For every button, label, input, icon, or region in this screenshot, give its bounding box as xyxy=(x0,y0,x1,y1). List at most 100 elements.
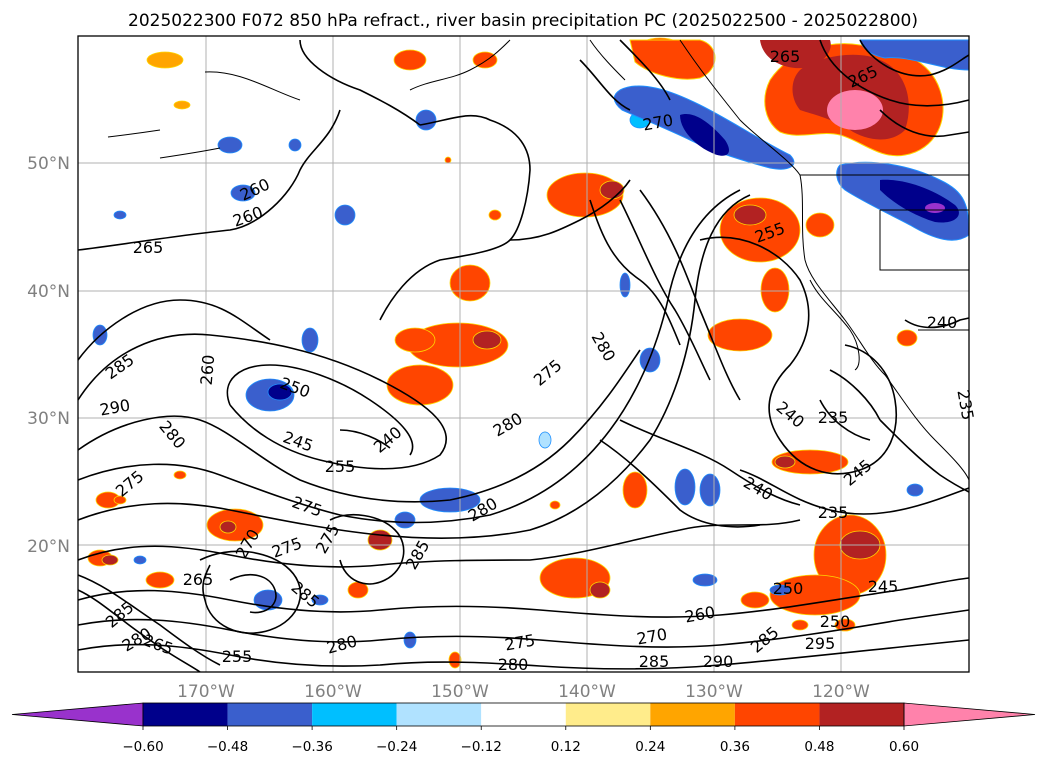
colorbar-swatch xyxy=(396,703,482,726)
refractivity-contour-line xyxy=(619,199,711,381)
precip-anomaly-patch xyxy=(173,100,191,110)
lon-label: 160°W xyxy=(304,682,362,702)
coastlines xyxy=(107,39,970,481)
refractivity-contour-line xyxy=(509,179,631,241)
colorbar-extend-high xyxy=(903,702,1036,727)
coastline xyxy=(679,39,969,176)
contour-label: 255 xyxy=(325,457,356,476)
precip-anomaly-patch xyxy=(740,591,770,609)
refractivity-contour-line xyxy=(639,189,741,401)
refractivity-contour-line xyxy=(77,109,341,251)
refractivity-contour-line xyxy=(329,514,405,585)
coastline xyxy=(809,279,860,371)
precip-anomaly-patch xyxy=(101,554,119,566)
precip-anomaly-patch xyxy=(599,180,625,200)
refractivity-contour-line xyxy=(819,39,970,107)
precip-anomaly-patch xyxy=(805,212,835,238)
coastline xyxy=(409,39,511,91)
refractivity-contour-line xyxy=(199,550,302,634)
lon-label: 130°W xyxy=(685,682,743,702)
refractivity-contour-line xyxy=(77,577,970,618)
precip-anomaly-patch xyxy=(549,500,561,510)
lat-label: 30°N xyxy=(27,409,70,429)
precip-anomaly-patch xyxy=(925,203,945,213)
colorbar-tick-label: −0.36 xyxy=(291,739,332,755)
precip-anomaly-patch xyxy=(393,49,427,71)
lat-label: 50°N xyxy=(27,154,70,174)
refractivity-contour-line xyxy=(699,236,897,475)
contour-label: 295 xyxy=(805,634,836,653)
colorbar-tick-label: 0.24 xyxy=(635,739,665,755)
refractivity-contour-line xyxy=(339,429,391,449)
precip-anomaly-patch xyxy=(173,470,187,480)
colorbar-tick-label: −0.48 xyxy=(207,739,248,755)
precip-anomaly-patch xyxy=(769,584,791,596)
precip-anomaly-patch xyxy=(217,136,243,154)
refractivity-contours xyxy=(77,39,970,673)
colorbar-swatch xyxy=(227,703,313,726)
contour-label: 245 xyxy=(868,577,899,596)
precip-anomaly-patch xyxy=(771,449,849,475)
precip-anomaly-patch xyxy=(472,330,502,350)
colorbar-tick-label: 0.36 xyxy=(720,739,750,755)
precip-anomaly-patch xyxy=(288,138,302,152)
lon-label: 120°W xyxy=(812,682,870,702)
precip-anomaly-patch xyxy=(367,529,393,551)
coastline xyxy=(107,129,161,138)
precip-anomaly-patch xyxy=(472,51,498,69)
longitude-labels: 170°W 160°W 150°W 140°W 130°W 120°W xyxy=(177,682,870,702)
colorbar-swatch xyxy=(481,703,566,726)
refractivity-contour-line xyxy=(599,439,761,528)
colorbar-tick-label: 0.60 xyxy=(889,739,919,755)
precip-anomaly-patch xyxy=(146,51,184,69)
lat-label: 40°N xyxy=(27,282,70,302)
precip-anomaly-patch xyxy=(629,39,716,80)
contour-label: 250 xyxy=(820,612,851,631)
colorbar-swatch xyxy=(819,703,904,726)
graticule xyxy=(78,36,969,672)
contour-label: 250 xyxy=(773,579,804,598)
precip-anomaly-patch xyxy=(906,483,924,497)
precip-anomaly-patch xyxy=(334,204,356,226)
precip-anomaly-patch xyxy=(791,619,809,631)
colorbar-swatch xyxy=(650,703,735,726)
refractivity-contour-line xyxy=(819,399,871,441)
refractivity-contour-line xyxy=(579,59,631,111)
precip-anomaly-patch xyxy=(896,329,918,347)
refractivity-contour-line xyxy=(879,109,970,137)
lat-label: 20°N xyxy=(27,537,70,557)
contour-label: 290 xyxy=(703,652,734,671)
refractivity-contour-line xyxy=(77,639,970,670)
contour-label: 255 xyxy=(222,647,253,666)
precip-anomaly-patch xyxy=(449,264,491,302)
refractivity-contour-line xyxy=(226,364,414,456)
precip-anomaly-patch xyxy=(415,109,437,131)
colorbar-swatch xyxy=(734,703,820,726)
precip-anomaly-patch xyxy=(760,40,831,69)
refractivity-contour-line xyxy=(904,317,970,329)
precip-anomaly-patch xyxy=(386,364,454,406)
precip-anomaly-patch xyxy=(680,114,730,156)
contour-label: 265 xyxy=(133,238,164,257)
colorbar-tick-label: 0.48 xyxy=(804,739,834,755)
precip-anomaly-patch xyxy=(619,272,631,298)
colorbar-tick-label: 0.12 xyxy=(551,739,581,755)
precip-anomaly-patch xyxy=(394,511,416,529)
precip-anomaly-patch xyxy=(448,651,462,669)
precip-anomaly-patch xyxy=(674,468,696,506)
contour-label: 260 xyxy=(197,354,219,386)
lon-label: 150°W xyxy=(431,682,489,702)
colorbar-tick-label: −0.24 xyxy=(376,739,417,755)
precip-anomaly-patch xyxy=(488,209,502,221)
refractivity-contour-line xyxy=(77,349,641,503)
precipitation-pc-fill-layer xyxy=(87,37,970,669)
figure-title: 2025022300 F072 850 hPa refract., river … xyxy=(128,11,918,31)
refractivity-contour-line xyxy=(77,589,201,673)
map-frame xyxy=(77,35,970,673)
latitude-labels: 50°N 40°N 30°N 20°N xyxy=(27,154,70,557)
precip-anomaly-patch xyxy=(622,471,648,509)
precip-anomaly-patch xyxy=(219,520,237,534)
refractivity-contour-line xyxy=(859,39,970,77)
precip-anomaly-patch xyxy=(538,431,552,449)
